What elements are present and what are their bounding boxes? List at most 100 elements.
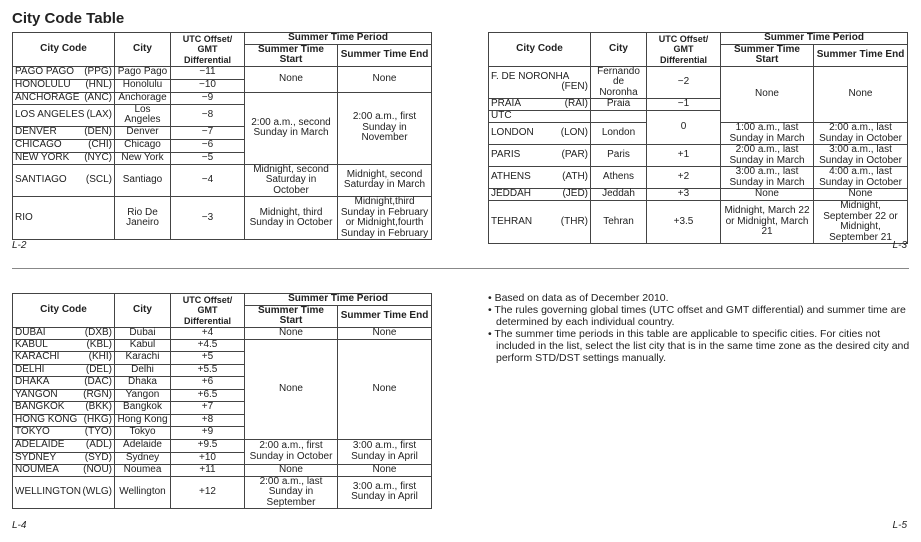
header-utc-offset: UTC Offset/ GMT Differential bbox=[170, 32, 245, 67]
city-code-abbr: (THR) bbox=[560, 215, 588, 227]
city-code-cell: DHAKA (DAC) bbox=[12, 375, 115, 390]
summer-start-cell: None bbox=[244, 326, 338, 340]
city-code-name: DHAKA bbox=[15, 376, 50, 388]
utc-offset-cell: +1 bbox=[646, 144, 721, 167]
city-code-cell: KABUL (KBL) bbox=[12, 338, 115, 352]
city-code-cell: SYDNEY (SYD) bbox=[12, 451, 115, 465]
header-summer-time-start: Summer Time Start bbox=[720, 43, 814, 67]
city-cell: Hong Kong bbox=[114, 413, 171, 427]
utc-offset-cell: +5.5 bbox=[170, 363, 245, 377]
note-item: Based on data as of December 2010. bbox=[488, 292, 913, 304]
page-number-l4: L-4 bbox=[12, 520, 27, 531]
summer-end-cell: 3:00 a.m., first Sunday in April bbox=[336, 438, 433, 465]
city-code-abbr: (HKG) bbox=[83, 413, 112, 425]
city-cell: Noumea bbox=[114, 463, 171, 477]
table-row: PAGO PAGO (PPG) Pago Pago −11 None None bbox=[12, 65, 433, 93]
header-summer-time-end: Summer Time End bbox=[336, 43, 433, 67]
city-code-abbr: (ANC) bbox=[84, 91, 112, 103]
header-summer-time-end: Summer Time End bbox=[812, 43, 909, 67]
utc-offset-cell: +4.5 bbox=[170, 338, 245, 352]
table-row: ATHENS (ATH) Athens +2 3:00 a.m., last Sunda… bbox=[488, 166, 909, 189]
table-row: HONOLULU (HNL) Honolulu −10 bbox=[12, 78, 432, 93]
utc-offset-cell: +10 bbox=[170, 451, 245, 465]
city-code-abbr: (WLG) bbox=[82, 486, 112, 497]
city-code-cell: ATHENS (ATH) bbox=[488, 166, 591, 189]
city-code-cell: RIO bbox=[12, 196, 115, 240]
city-cell: Honolulu bbox=[114, 78, 171, 93]
city-code-abbr: (BKK) bbox=[85, 401, 112, 413]
table-row: KABUL (KBL) Kabul +4.5 None None bbox=[12, 338, 433, 440]
city-code-cell: ANCHORAGE (ANC) bbox=[12, 91, 115, 105]
city-code-name: CHICAGO bbox=[15, 139, 62, 151]
city-cell: Tokyo bbox=[114, 425, 171, 440]
page-number-l2: L-2 bbox=[12, 240, 27, 251]
city-code-table-1: City Code City UTC Offset/ GMT Differentia… bbox=[12, 32, 433, 240]
summer-end-cell: None bbox=[812, 188, 909, 201]
city-code-cell: JEDDAH (JED) bbox=[488, 188, 591, 201]
city-code-abbr: (FEN) bbox=[561, 81, 588, 93]
header-utc-offset: UTC Offset/ GMT Differential bbox=[646, 32, 721, 67]
city-code-abbr: (ATH) bbox=[562, 171, 588, 183]
city-cell: Karachi bbox=[114, 350, 171, 365]
city-code-name: WELLINGTON bbox=[15, 486, 81, 497]
utc-offset-cell: +9 bbox=[170, 425, 245, 440]
summer-start-cell: None bbox=[244, 338, 338, 440]
summer-end-cell: Midnight,third Sunday in February or Mid… bbox=[336, 196, 433, 240]
summer-start-cell: 3:00 a.m., last Sunday in March bbox=[720, 166, 814, 189]
city-code-abbr: (JED) bbox=[562, 188, 588, 200]
table-row: DUBAI (DXB) Dubai +4 None None bbox=[12, 326, 433, 340]
city-code-name: LONDON bbox=[491, 127, 534, 139]
city-code-abbr: (NOU) bbox=[83, 463, 112, 475]
city-code-name: JEDDAH bbox=[491, 188, 532, 200]
city-code-name: HONG KONG bbox=[15, 413, 78, 425]
utc-offset-cell: +4 bbox=[170, 326, 245, 340]
utc-offset-cell: −8 bbox=[170, 103, 245, 127]
utc-offset-cell: −1 bbox=[646, 98, 721, 111]
city-cell: Tehran bbox=[590, 200, 647, 244]
utc-offset-cell: +5 bbox=[170, 350, 245, 365]
city-code-name: NEW YORK bbox=[15, 151, 70, 163]
city-code-name: HONOLULU bbox=[15, 79, 71, 91]
city-code-cell: HONOLULU (HNL) bbox=[12, 78, 115, 93]
city-code-name: KARACHI bbox=[15, 351, 60, 363]
utc-offset-cell: −9 bbox=[170, 91, 245, 105]
city-code-abbr: (PAR) bbox=[561, 149, 588, 161]
note-item: The rules governing global times (UTC of… bbox=[488, 304, 913, 328]
city-code-abbr: (LAX) bbox=[86, 108, 112, 120]
utc-offset-cell: +3.5 bbox=[646, 200, 721, 244]
city-code-abbr: (ADL) bbox=[85, 439, 112, 451]
summer-end-cell: 2:00 a.m., last Sunday in October bbox=[812, 122, 909, 145]
summer-start-cell: Midnight, March 22 or Midnight, March 21 bbox=[720, 200, 814, 244]
city-cell: Dhaka bbox=[114, 375, 171, 390]
table-row: CHICAGO (CHI) Chicago −6 bbox=[12, 138, 432, 153]
city-code-name: NOUMEA bbox=[15, 463, 59, 475]
city-code-cell: CHICAGO (CHI) bbox=[12, 138, 115, 153]
city-code-abbr: (DEN) bbox=[84, 126, 112, 138]
summer-end-cell: 4:00 a.m., last Sunday in October bbox=[812, 166, 909, 189]
summer-start-cell: None bbox=[720, 188, 814, 201]
city-code-name: ANCHORAGE bbox=[15, 91, 80, 103]
table-row: TOKYO (TYO) Tokyo +9 bbox=[12, 425, 432, 440]
table-row: BANGKOK (BKK) Bangkok +7 bbox=[12, 400, 432, 415]
city-code-abbr: (DEL) bbox=[85, 363, 112, 375]
header-summer-time-period: Summer Time Period bbox=[243, 32, 433, 45]
utc-offset-cell: +6 bbox=[170, 375, 245, 390]
city-cell: Paris bbox=[590, 144, 647, 167]
city-code-name: ADELAIDE bbox=[15, 439, 65, 451]
summer-end-cell: Midnight, second Saturday in March bbox=[336, 163, 433, 197]
city-code-name: KABUL bbox=[15, 338, 48, 350]
city-cell: Los Angeles bbox=[114, 103, 171, 127]
city-code-abbr: (PPG) bbox=[84, 66, 112, 78]
summer-end-cell: None bbox=[336, 338, 433, 440]
city-cell: Kabul bbox=[114, 338, 171, 352]
city-code-name: DENVER bbox=[15, 126, 57, 138]
city-cell: Delhi bbox=[114, 363, 171, 377]
note-item: The summer time periods in this table ar… bbox=[488, 328, 913, 364]
summer-end-cell: None bbox=[812, 65, 909, 123]
summer-end-cell: None bbox=[336, 326, 433, 340]
city-code-abbr: (SCL) bbox=[85, 174, 112, 185]
utc-offset-cell: +9.5 bbox=[170, 438, 245, 453]
utc-offset-cell: +8 bbox=[170, 413, 245, 427]
city-code-abbr: (HNL) bbox=[85, 79, 112, 91]
city-code-abbr: (DAC) bbox=[84, 376, 112, 388]
